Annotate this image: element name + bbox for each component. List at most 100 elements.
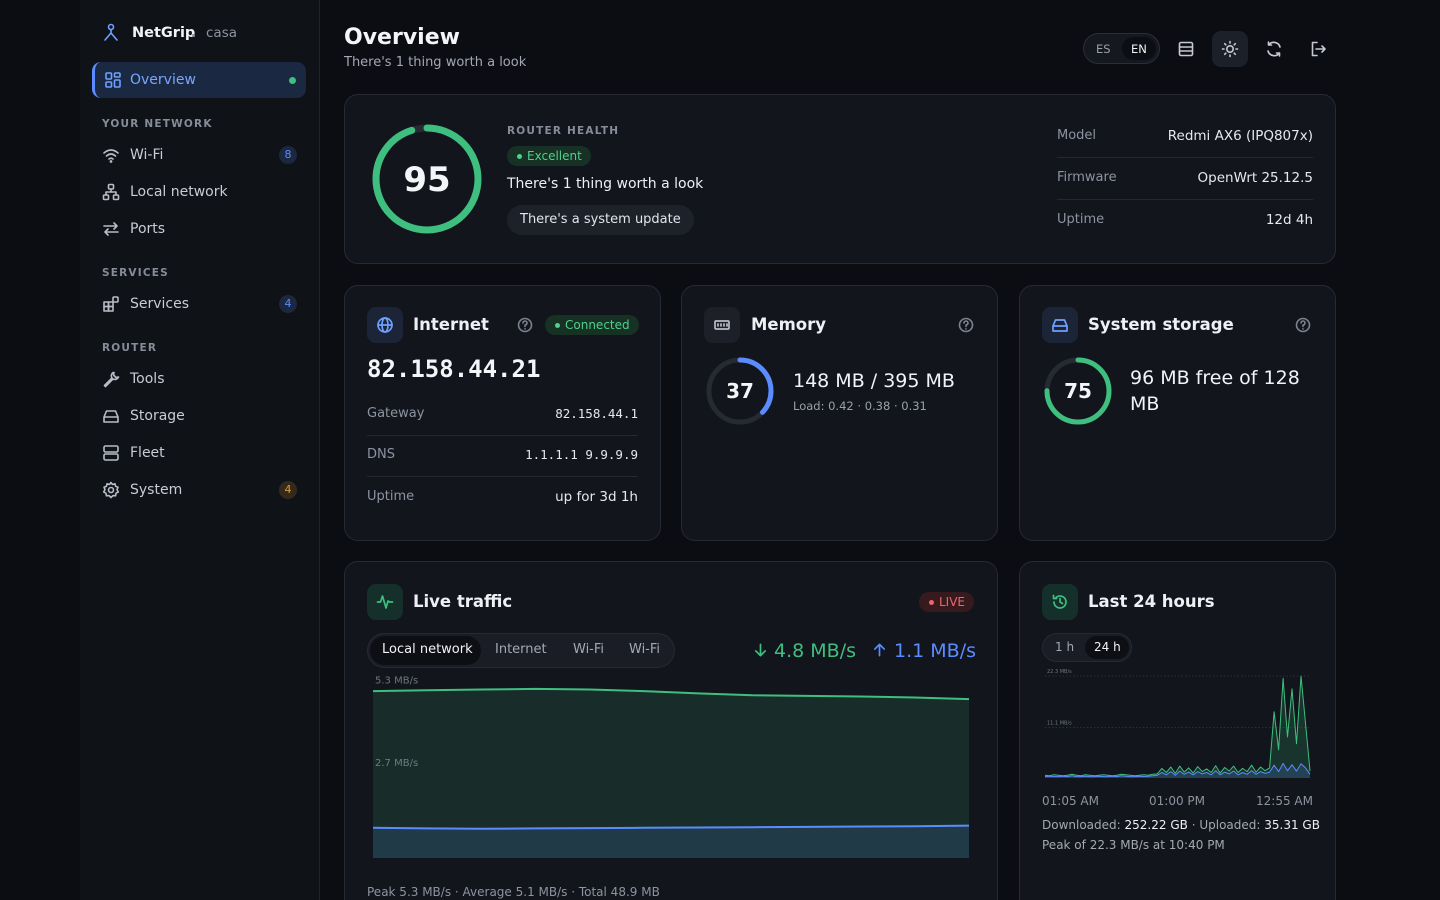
info-label: Firmware [1057,170,1117,185]
nav-item[interactable]: System 4 [92,475,306,505]
memory-load: Load: 0.42 · 0.38 · 0.31 [793,399,927,413]
health-chip[interactable]: There's a system update [507,205,694,235]
card-icon [704,307,740,343]
tab[interactable]: Wi-Fi [573,642,605,657]
up-arrow [873,643,886,657]
card-title: System storage [1088,315,1234,334]
status-dot [289,77,296,84]
nav-label: Overview [130,72,196,88]
info-label: Uptime [1057,212,1105,227]
layout-button[interactable] [1168,31,1204,67]
nav-item[interactable]: Storage [92,401,306,431]
card-icon [367,307,403,343]
row-label: DNS [367,447,395,462]
x-label: 12:55 AM [1256,794,1313,808]
health-status: Excellent [507,146,591,166]
language-option[interactable]: ES [1096,42,1111,56]
nav-icon [103,410,119,423]
uploaded-label: · Uploaded: [1191,818,1261,832]
row-label: Uptime [367,489,415,504]
separator [367,435,638,436]
nav-label: Fleet [130,445,165,461]
page-title: Overview [344,25,460,50]
card-title: Internet [413,315,489,334]
health-label: ROUTER HEALTH [507,125,620,137]
nav-item[interactable]: Local network [92,177,306,207]
tab[interactable]: Internet [495,642,547,657]
downloaded-value: 252.22 GB [1124,818,1188,832]
nav-active[interactable]: Overview [92,62,306,98]
range-active-bg [1085,636,1129,659]
help-icon[interactable] [1294,316,1312,334]
card-icon [367,584,403,620]
brand-dot [192,34,195,37]
nav-item[interactable]: Fleet [92,438,306,468]
nav-label: Storage [130,408,185,424]
page-subtitle: There's 1 thing worth a look [344,55,527,70]
nav-icon [103,222,119,236]
card-title: Memory [751,315,827,334]
tab[interactable]: Wi-Fi [629,642,661,657]
nav-icon [103,371,120,388]
downloaded-label: Downloaded: [1042,818,1121,832]
info-value: 12d 4h [1265,212,1313,228]
card-title: Last 24 hours [1088,592,1215,611]
language-switch: ES EN [1083,33,1160,64]
nav-item[interactable]: Ports [92,214,306,244]
nav-badge: 4 [279,295,297,313]
download-rate: 4.8 MB/s [774,640,856,662]
refresh-button[interactable] [1256,31,1292,67]
separator [367,476,638,477]
sidebar: NetGrip casa Overview YOUR NETWORK Wi-Fi… [80,0,320,900]
nav-badge: 8 [279,146,297,164]
live-badge: LIVE [919,592,975,612]
help-icon[interactable] [516,316,534,334]
range-option[interactable]: 24 h [1094,640,1121,654]
card-icon [1042,307,1078,343]
nav-label: Tools [130,371,165,387]
logout-button[interactable] [1300,31,1336,67]
nav-item[interactable]: Wi-Fi 8 [92,140,306,170]
nav-label: Ports [130,221,166,237]
row-value: 82.158.44.1 [555,406,638,421]
card-title: Live traffic [413,592,513,611]
info-value: Redmi AX6 (IPQ807x) [1167,128,1313,144]
health-summary: There's 1 thing worth a look [507,176,704,192]
nav-label: Local network [130,184,228,200]
nav-icon [103,445,119,461]
nav-item[interactable]: Tools [92,364,306,394]
brand-logo [104,23,118,41]
uploaded-value: 35.31 GB [1264,818,1320,832]
x-label: 01:00 PM [1149,794,1205,808]
nav-item[interactable]: Services 4 [92,289,306,319]
row-label: Gateway [367,406,425,421]
nav-icon [105,72,121,88]
separator [1057,199,1313,200]
card-icon [1042,584,1078,620]
tab-group: Local network Internet Wi-Fi Wi-Fi [367,633,675,668]
row-value: up for 3d 1h [555,489,638,505]
theme-button[interactable] [1212,31,1248,67]
nav-icon [102,481,120,499]
nav-badge: 4 [279,481,297,499]
info-label: Model [1057,128,1097,143]
row-value: 1.1.1.1 9.9.9.9 [525,447,638,462]
help-icon[interactable] [957,316,975,334]
nav-icon [103,296,119,312]
nav-icon [102,183,120,201]
range-option[interactable]: 1 h [1055,640,1075,654]
traffic-card [344,561,998,900]
tab[interactable]: Local network [382,642,473,657]
range-group: 1 h 24 h [1042,633,1132,662]
section-title: ROUTER [102,342,158,354]
down-arrow [754,643,767,657]
connection-status: Connected [545,315,639,335]
tab-active-bg [370,636,481,665]
nav-label: Services [130,296,190,312]
history-peak: Peak of 22.3 MB/s at 10:40 PM [1042,838,1225,852]
memory-usage: 148 MB / 395 MB [793,370,955,392]
ip-address: 82.158.44.21 [367,355,541,383]
language-option[interactable]: EN [1131,42,1147,56]
storage-text: 96 MB free of 128 MB [1130,367,1300,415]
